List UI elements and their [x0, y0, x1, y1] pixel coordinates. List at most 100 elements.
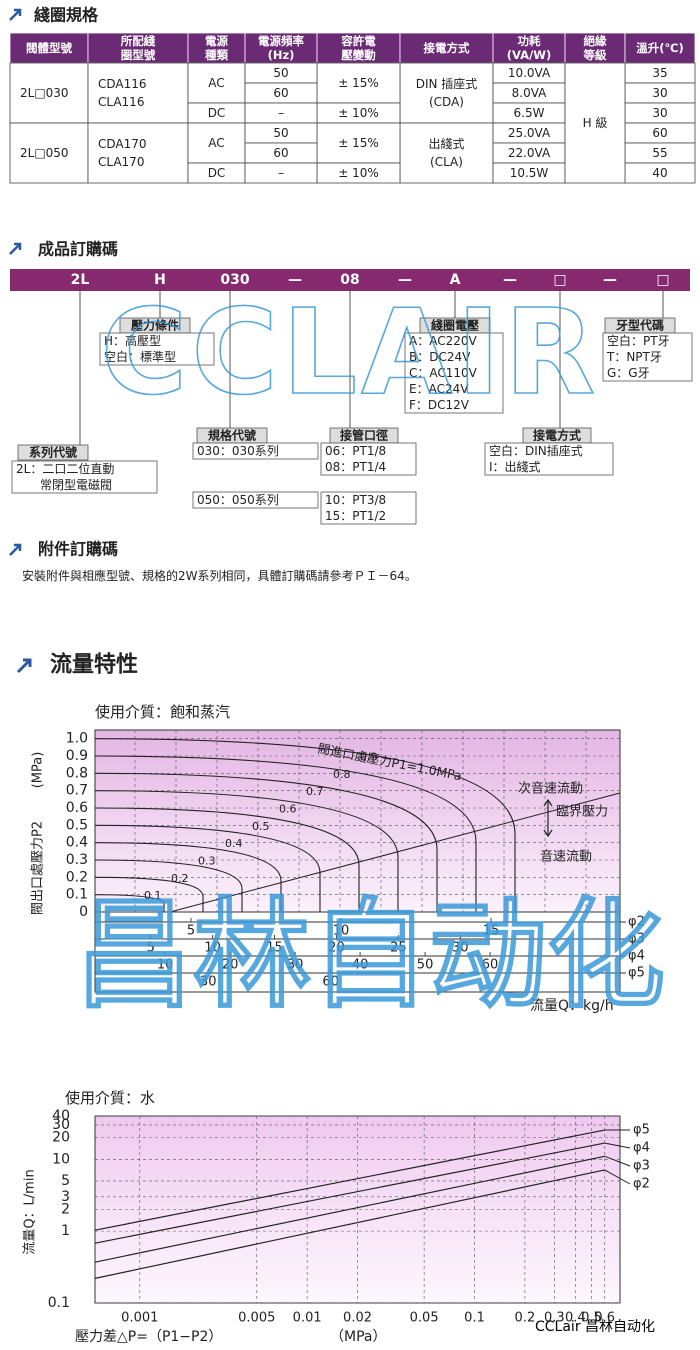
pressure-curve [94, 859, 243, 912]
series-line [94, 1169, 605, 1279]
header-text: 絕緣 [584, 34, 607, 48]
x-tick-label: 20 [328, 941, 345, 956]
annotation: 音速流動 [540, 849, 592, 865]
cell-text: (CDA) [429, 95, 464, 109]
cell-text: CDA116 [98, 77, 147, 91]
x-tick-label: 15 [266, 941, 283, 956]
curve-label: 0.4 [225, 837, 243, 850]
cell-text: 10.0VA [508, 66, 551, 80]
cell-text: ± 15% [338, 136, 379, 150]
option-text: B：DC24V [409, 350, 471, 364]
option-text: 050：050系列 [197, 493, 279, 507]
y-tick-label: 0.2 [66, 869, 88, 885]
paragraph: 安裝附件與相應型號、規格的2W系列相同，具體訂購碼請參考ＰＩ－64。 [22, 568, 417, 583]
header-text: 種類 [205, 48, 228, 62]
option-box [192, 491, 319, 509]
option-box [484, 442, 614, 476]
x-axis-label: 流量Q：kg/h [530, 998, 614, 1014]
code-item: — [288, 272, 302, 288]
x-tick-label: 0.01 [293, 1311, 322, 1326]
y-tick-label: 20 [52, 1130, 70, 1146]
table-cell [564, 62, 626, 184]
x-tick-label: 30 [200, 975, 217, 990]
cell-text: CLA170 [98, 155, 144, 169]
table-cell [244, 162, 318, 184]
group-title: 壓力條件 [131, 318, 179, 333]
header-text: 功耗 [518, 34, 541, 48]
curve-label: 0.1 [144, 889, 162, 902]
pressure-curve [94, 755, 477, 912]
x-tick-label: 15 [483, 924, 500, 939]
option-text: I：出綫式 [489, 460, 541, 474]
code-item: H [154, 272, 166, 288]
header-text: 容許電 [340, 34, 376, 48]
option-box [99, 332, 215, 366]
x-tick-label: 0.2 [515, 1311, 536, 1326]
header-text: 壓變動 [341, 48, 376, 62]
y-tick-label: 30 [52, 1117, 70, 1133]
header-cell [624, 32, 696, 64]
y-axis-label: 流量Q：L/min [23, 1169, 38, 1254]
cell-text: ± 15% [338, 76, 379, 90]
cell-text: 2L□030 [20, 86, 69, 100]
option-box [320, 442, 417, 476]
code-item: 2L [71, 272, 90, 288]
y-tick-label: 0.1 [66, 887, 88, 903]
table-cell [9, 122, 89, 184]
x-tick-label: 10 [204, 941, 221, 956]
pressure-curve [94, 876, 204, 912]
plot-area [94, 729, 621, 913]
header-cell [187, 32, 246, 64]
x-tick-label: 60 [322, 975, 339, 990]
table-cell [316, 122, 401, 164]
header-text: 電源頻率 [258, 34, 304, 48]
pressure-curve [94, 772, 438, 912]
cell-text: 30 [652, 106, 667, 120]
code-bar [10, 269, 690, 291]
x-tick-label: 0.001 [121, 1311, 158, 1326]
header-text: 等級 [583, 48, 607, 62]
cell-text: 2L□050 [20, 146, 69, 160]
group-title: 綫圈電壓 [431, 318, 479, 333]
scale-name: φ3 [628, 932, 645, 947]
x-tick-label: 30 [452, 941, 469, 956]
pressure-curve [94, 790, 399, 912]
section-title: 綫圈規格 [34, 6, 99, 25]
cell-text: ± 10% [338, 166, 379, 180]
series-line [94, 1142, 605, 1244]
header-cell [244, 32, 318, 64]
y-tick-label: 0.3 [66, 852, 88, 868]
cell-text: 60 [652, 126, 667, 140]
cell-text: 30 [652, 86, 667, 100]
header-cell [87, 32, 189, 64]
cell-text: – [278, 106, 284, 120]
watermark: CCLAIR [101, 283, 599, 421]
y-tick-label: 0.4 [66, 835, 88, 851]
code-item: — [603, 272, 617, 288]
group-title: 牙型代碼 [616, 318, 664, 333]
cell-text: (CLA) [430, 155, 463, 169]
header-text: 所配綫 [121, 34, 156, 48]
scale-area [94, 911, 621, 993]
x-tick-label: 0.02 [343, 1311, 372, 1326]
code-item: □ [656, 272, 669, 288]
arrow [543, 798, 553, 838]
cell-text: 60 [273, 86, 288, 100]
y-axis-unit: (MPa) [31, 752, 46, 789]
pressure-curve [94, 842, 282, 912]
cell-text: CDA170 [98, 137, 147, 151]
section-title: 成品訂購碼 [38, 240, 118, 259]
annotation: 臨界壓力 [556, 805, 608, 820]
y-axis-label: 閥出口處壓力P2 [31, 821, 46, 915]
option-text: 空白：PT牙 [607, 333, 670, 348]
cell-text: 22.0VA [508, 146, 551, 160]
x-tick-label: 5 [187, 924, 195, 939]
cell-text: 40 [652, 166, 667, 180]
option-text: 15：PT1/2 [325, 509, 386, 523]
group-title: 規格代號 [208, 428, 256, 443]
cell-text: 50 [273, 66, 288, 80]
option-text: 08：PT1/4 [325, 460, 386, 474]
legend-leader [604, 1155, 631, 1167]
legend-label: φ3 [633, 1159, 650, 1174]
x-tick-label: 5 [147, 941, 155, 956]
